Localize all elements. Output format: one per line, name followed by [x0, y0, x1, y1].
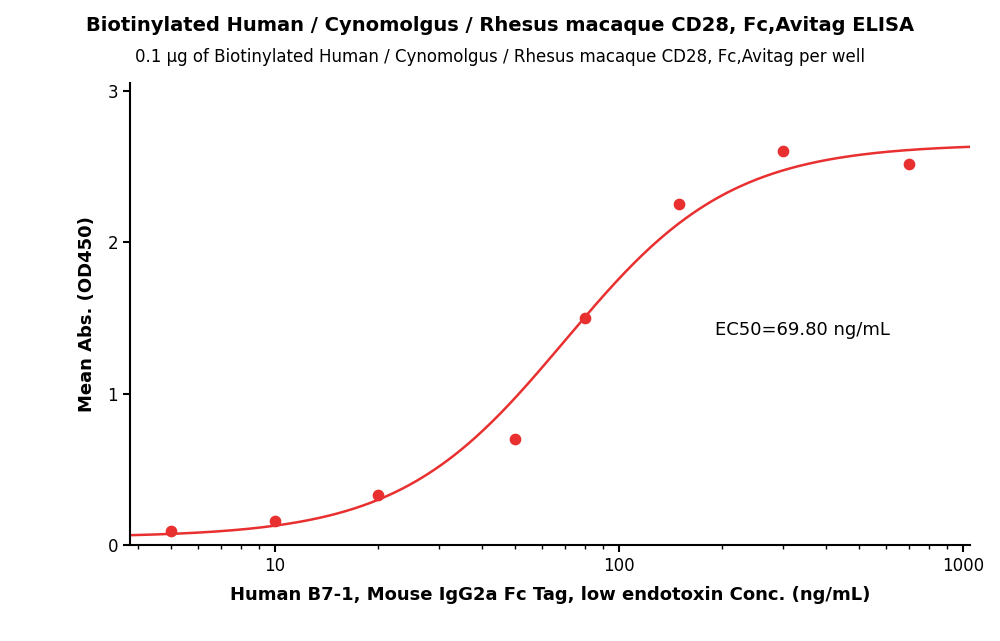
Y-axis label: Mean Abs. (OD450): Mean Abs. (OD450) — [78, 216, 96, 412]
Point — [267, 515, 283, 526]
Point — [577, 313, 593, 323]
Point — [163, 526, 179, 537]
Text: EC50=69.80 ng/mL: EC50=69.80 ng/mL — [715, 321, 889, 339]
Point — [370, 490, 386, 500]
Text: 0.1 μg of Biotinylated Human / Cynomolgus / Rhesus macaque CD28, Fc,Avitag per w: 0.1 μg of Biotinylated Human / Cynomolgu… — [135, 48, 865, 66]
Text: Biotinylated Human / Cynomolgus / Rhesus macaque CD28, Fc,Avitag ELISA: Biotinylated Human / Cynomolgus / Rhesus… — [86, 16, 914, 35]
Point — [775, 146, 791, 156]
Point — [671, 199, 687, 210]
X-axis label: Human B7-1, Mouse IgG2a Fc Tag, low endotoxin Conc. (ng/mL): Human B7-1, Mouse IgG2a Fc Tag, low endo… — [230, 586, 870, 604]
Point — [901, 158, 917, 169]
Point — [507, 434, 523, 444]
